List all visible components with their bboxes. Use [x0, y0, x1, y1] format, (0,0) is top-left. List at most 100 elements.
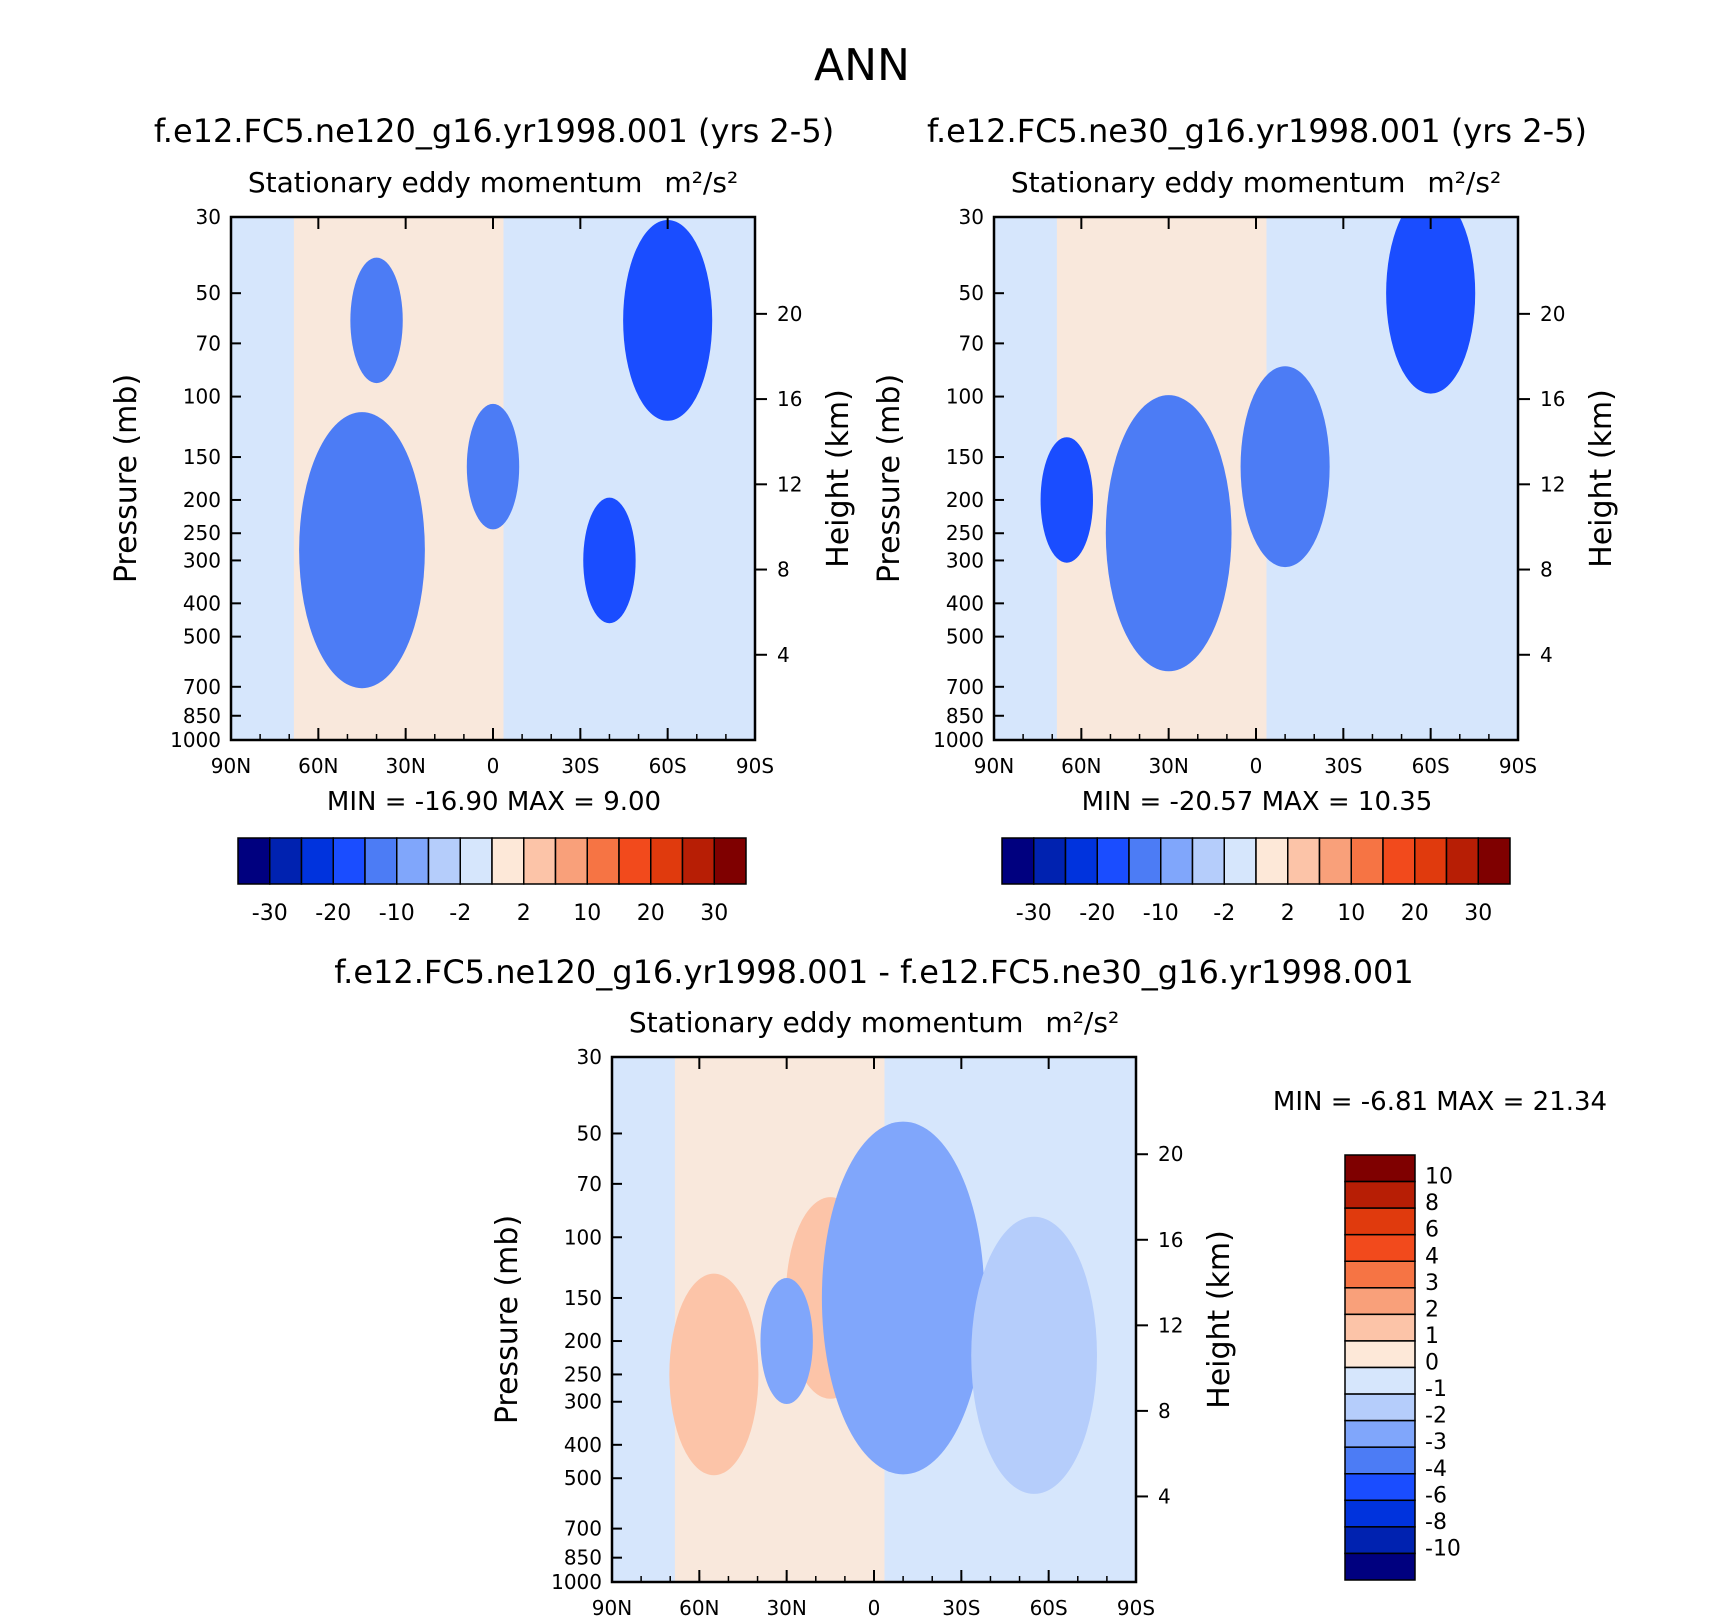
- min-max-label: MIN = -20.57 MAX = 10.35: [1082, 787, 1433, 817]
- x-tick-label: 60S: [1030, 1596, 1068, 1617]
- panel-2: f.e12.FC5.ne30_g16.yr1998.001 (yrs 2-5) S…: [872, 112, 1619, 926]
- colorbar-swatch: [1445, 837, 1479, 885]
- y-right-tick-label: 4: [777, 643, 790, 667]
- colorbar-label: 8: [1425, 1191, 1439, 1216]
- colorbar-swatch: [1382, 837, 1416, 885]
- y-right-tick-label: 20: [1540, 302, 1565, 326]
- panels: f.e12.FC5.ne120_g16.yr1998.001 (yrs 2-5)…: [109, 112, 1619, 1617]
- colorbar-swatch: [523, 837, 557, 885]
- colorbar-swatch: [364, 837, 398, 885]
- contour-feature-4: [1386, 217, 1476, 394]
- colorbar-swatch: [1344, 1419, 1416, 1448]
- colorbar-label: -10: [1143, 901, 1179, 926]
- y-right-tick-label: 4: [1158, 1484, 1171, 1508]
- y-axis-label: Pressure (mb): [872, 374, 907, 583]
- x-tick-label: 60N: [679, 1596, 719, 1617]
- y-tick-label: 700: [564, 1517, 602, 1541]
- colorbar-swatch: [396, 837, 430, 885]
- y-tick-label: 1000: [551, 1570, 602, 1594]
- y-tick-label: 500: [564, 1466, 602, 1490]
- colorbar-swatch: [1001, 837, 1035, 885]
- contour-feature-4: [623, 219, 713, 421]
- panel-title: f.e12.FC5.ne30_g16.yr1998.001 (yrs 2-5): [927, 112, 1587, 150]
- x-tick-label: 90S: [1117, 1596, 1155, 1617]
- x-tick-label: 0: [868, 1596, 881, 1617]
- y-right-tick-label: 4: [1540, 643, 1553, 667]
- x-tick-label: 90N: [211, 754, 251, 778]
- y-tick-label: 100: [183, 385, 221, 409]
- colorbar-swatch: [1255, 837, 1289, 885]
- y-tick-label: 50: [959, 281, 984, 305]
- panel-subtitle: Stationary eddy momentum m²/s²: [248, 166, 738, 199]
- colorbar-swatch: [427, 837, 461, 885]
- y-tick-label: 850: [946, 704, 984, 728]
- y-tick-label: 200: [183, 488, 221, 512]
- units-label: m²/s²: [664, 166, 738, 199]
- colorbar-label: 10: [1337, 901, 1365, 926]
- panel-1: f.e12.FC5.ne120_g16.yr1998.001 (yrs 2-5)…: [109, 112, 856, 926]
- panel-title: f.e12.FC5.ne120_g16.yr1998.001 - f.e12.F…: [334, 953, 1414, 991]
- colorbar-swatch: [1344, 1313, 1416, 1342]
- x-tick-label: 0: [1250, 754, 1263, 778]
- colorbar-swatch: [1287, 837, 1321, 885]
- y-tick-label: 850: [183, 704, 221, 728]
- colorbar-swatch: [1344, 1260, 1416, 1289]
- y-tick-label: 400: [946, 591, 984, 615]
- y-right-tick-label: 8: [1158, 1399, 1171, 1423]
- contour-feature-3: [821, 1121, 985, 1475]
- colorbar-swatch: [237, 837, 271, 885]
- x-tick-label: 30N: [1148, 754, 1188, 778]
- plot-area: [612, 1057, 1136, 1582]
- y-right-tick-label: 20: [1158, 1142, 1183, 1166]
- y-tick-label: 30: [959, 205, 984, 229]
- colorbar-swatch: [1344, 1340, 1416, 1369]
- colorbar-swatch: [1191, 837, 1225, 885]
- units-label: m²/s²: [1427, 166, 1501, 199]
- colorbar-label: 3: [1425, 1271, 1439, 1296]
- y-tick-label: 250: [946, 521, 984, 545]
- colorbar-swatch: [300, 837, 334, 885]
- colorbar-swatch: [459, 837, 493, 885]
- colorbar-label: 30: [700, 901, 728, 926]
- colorbar-label: -6: [1425, 1483, 1447, 1508]
- colorbar-swatch: [1344, 1207, 1416, 1236]
- panel-title: f.e12.FC5.ne120_g16.yr1998.001 (yrs 2-5): [154, 112, 834, 150]
- y-tick-label: 30: [196, 205, 221, 229]
- colorbar-swatch: [1344, 1393, 1416, 1422]
- subtitle-text: Stationary eddy momentum: [248, 166, 643, 199]
- x-tick-label: 30S: [561, 754, 599, 778]
- colorbar-label: 10: [573, 901, 601, 926]
- contour-feature-1: [1105, 395, 1232, 672]
- colorbar-label: 2: [1281, 901, 1295, 926]
- colorbar-label: -1: [1425, 1377, 1447, 1402]
- colorbar-label: -3: [1425, 1430, 1447, 1455]
- colorbar-label: 6: [1425, 1218, 1439, 1243]
- y-tick-label: 300: [183, 548, 221, 572]
- colorbar-label: -2: [1213, 901, 1235, 926]
- x-tick-label: 60S: [1412, 754, 1450, 778]
- subtitle-text: Stationary eddy momentum: [629, 1006, 1024, 1039]
- colorbar-swatch: [618, 837, 652, 885]
- colorbar-swatch: [1064, 837, 1098, 885]
- colorbar-swatch: [1033, 837, 1067, 885]
- x-tick-label: 30N: [385, 754, 425, 778]
- colorbar-label: -2: [449, 901, 471, 926]
- y-right-tick-label: 16: [777, 387, 802, 411]
- colorbar-swatch: [332, 837, 366, 885]
- y-tick-label: 700: [183, 675, 221, 699]
- colorbar-label: 30: [1464, 901, 1492, 926]
- y-tick-label: 150: [946, 445, 984, 469]
- colorbar-swatch: [554, 837, 588, 885]
- y-tick-label: 30: [577, 1045, 602, 1069]
- colorbar-swatch: [1344, 1499, 1416, 1528]
- colorbar-swatch: [1344, 1526, 1416, 1555]
- colorbar: -30 -20 -10 -2 2 10 20 30: [237, 837, 747, 926]
- x-tick-label: 90S: [736, 754, 774, 778]
- colorbar-swatch: [1344, 1552, 1416, 1581]
- y-tick-label: 400: [564, 1433, 602, 1457]
- y-right-tick-label: 12: [1158, 1313, 1183, 1337]
- colorbar-swatch: [1414, 837, 1448, 885]
- y-tick-label: 850: [564, 1546, 602, 1570]
- contour-feature-3: [466, 403, 520, 530]
